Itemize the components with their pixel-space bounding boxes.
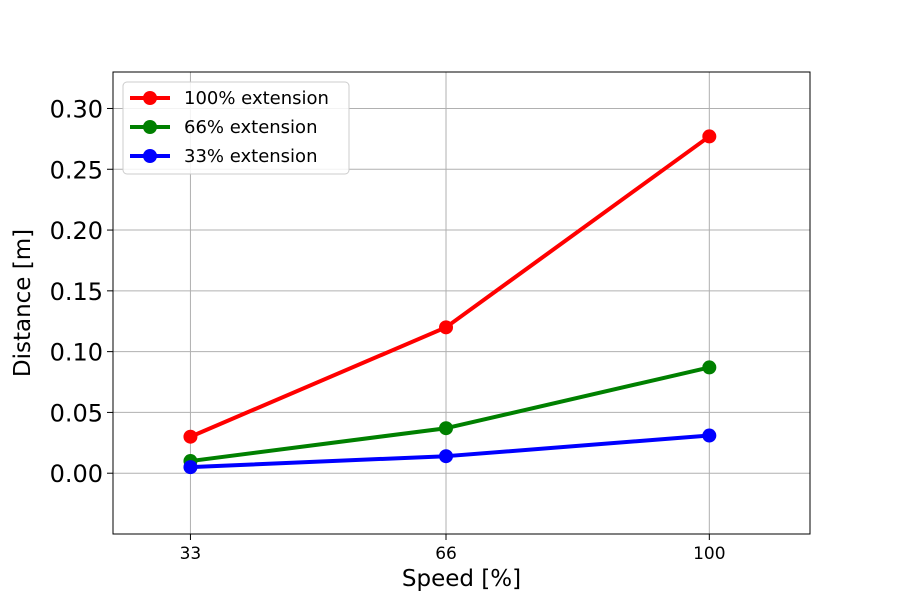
x-tick-label: 66 [435, 544, 457, 564]
legend-entry: 33% extension [130, 146, 317, 167]
legend-box [122, 81, 350, 175]
x-axis-ticks: 33 66 100 [180, 534, 726, 564]
legend-label: 66% extension [184, 117, 317, 138]
x-tick-label: 33 [180, 544, 202, 564]
legend-label: 100% extension [184, 88, 329, 109]
y-tick-label: 0.05 [50, 399, 103, 427]
legend-label: 33% extension [184, 146, 317, 167]
legend-marker [143, 91, 157, 105]
legend: 100% extension 66% extension 33% extension [122, 81, 350, 175]
legend-entry: 100% extension [130, 88, 329, 109]
y-tick-label: 0.15 [50, 278, 103, 306]
legend-entry: 66% extension [130, 117, 317, 138]
y-tick-label: 0.25 [50, 156, 103, 184]
legend-marker [143, 120, 157, 134]
x-axis-label: Speed [%] [402, 566, 521, 592]
data-point [183, 429, 198, 444]
series-line [189, 134, 711, 439]
y-tick-label: 0.00 [50, 460, 103, 488]
series-line [190, 365, 710, 464]
data-point [702, 360, 717, 375]
y-axis-label: Distance [m] [10, 229, 36, 377]
series-0 [183, 129, 717, 444]
data-point [439, 449, 454, 464]
data-point [439, 320, 454, 335]
plot-area-frame [112, 71, 811, 535]
data-point [702, 129, 717, 144]
data-point [439, 421, 454, 436]
y-tick-label: 0.20 [50, 217, 103, 245]
data-point [702, 428, 717, 443]
y-tick-label: 0.30 [50, 95, 103, 123]
data-point [183, 460, 198, 475]
y-axis-ticks: 0.00 0.05 0.10 0.15 0.20 0.25 0.30 [50, 95, 113, 488]
legend-marker [143, 149, 157, 163]
series-group [183, 129, 717, 475]
x-tick-label: 100 [693, 544, 725, 564]
y-tick-label: 0.10 [50, 339, 103, 367]
series-2 [183, 428, 717, 475]
